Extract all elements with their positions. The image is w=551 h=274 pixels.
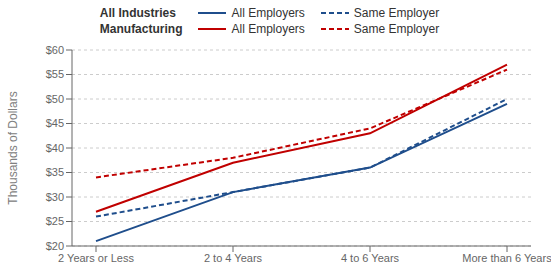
svg-text:2 Years or Less: 2 Years or Less [58,252,134,264]
html-text:All Employers: All Employers [231,6,305,20]
svg-text:2 to 4 Years: 2 to 4 Years [204,252,263,264]
html-text:Same Employer: Same Employer [353,22,440,36]
svg-text:$35: $35 [46,166,64,178]
svg-text:$40: $40 [46,142,64,154]
html-text:All Industries: All Industries [99,6,176,20]
html-text:Same Employer: Same Employer [353,6,440,20]
svg-text:$50: $50 [46,93,64,105]
svg-text:$55: $55 [46,68,64,80]
svg-text:Thousands of Dollars: Thousands of Dollars [8,91,20,204]
svg-text:$30: $30 [46,191,64,203]
svg-text:$60: $60 [46,44,64,56]
svg-text:$20: $20 [46,240,64,252]
html-text:All Employers: All Employers [231,22,305,36]
svg-text:$25: $25 [46,215,64,227]
html-text:Manufacturing: Manufacturing [99,22,183,36]
svg-text:More than 6 Years: More than 6 Years [462,252,543,264]
svg-text:4 to 6 Years: 4 to 6 Years [341,252,400,264]
svg-text:$45: $45 [46,117,64,129]
